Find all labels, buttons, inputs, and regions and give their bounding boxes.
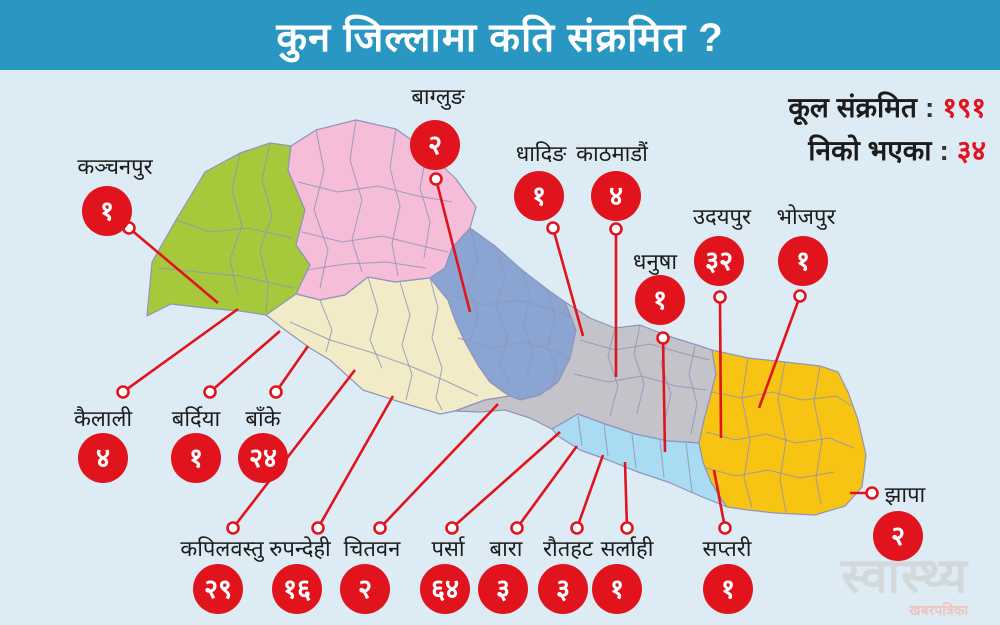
district-border xyxy=(319,299,333,353)
connector-dot-chitwan xyxy=(373,521,387,535)
district-border xyxy=(313,129,329,289)
district-border xyxy=(297,181,453,203)
district-border xyxy=(705,431,855,449)
title-bar: कुन जिल्लामा कति संक्रमित ? xyxy=(0,0,1000,70)
connector-line-kapilvastu xyxy=(231,369,357,529)
connector-line-rautahat xyxy=(575,454,605,529)
connector-line-baglung xyxy=(434,178,472,313)
logo-wordmark: स्वास्थ्य xyxy=(841,550,968,603)
connector-line-parsa xyxy=(451,431,561,529)
publisher-logo: स्वास्थ्य खबरपत्रिका xyxy=(841,550,968,618)
district-border xyxy=(301,231,449,253)
connector-line-udayapur xyxy=(718,296,723,439)
district-border xyxy=(685,442,693,493)
stat-label: निको भएका xyxy=(808,135,932,166)
district-border xyxy=(813,365,823,505)
district-border xyxy=(389,128,401,277)
stat-recovered: निको भएका:३४ xyxy=(788,129,986,172)
connector-line-chitwan xyxy=(379,403,499,529)
district-border xyxy=(573,373,707,391)
connector-dot-kanchanpur xyxy=(122,221,136,235)
district-border xyxy=(229,152,243,296)
connector-dot-udayapur xyxy=(713,290,727,304)
district-border xyxy=(467,227,479,341)
district-border xyxy=(494,245,511,387)
district-border xyxy=(607,327,619,417)
connector-line-dhading xyxy=(551,227,585,337)
district-border xyxy=(741,357,753,509)
connector-line-kanchanpur xyxy=(128,227,219,304)
stat-value: १९१ xyxy=(942,92,986,123)
connector-dot-kathmandu xyxy=(609,222,623,236)
district-border xyxy=(579,339,711,361)
connector-line-sarlahi xyxy=(623,461,629,529)
district-border xyxy=(603,424,609,457)
connector-dot-kapilvastu xyxy=(226,521,240,535)
stat-label: कूल संक्रमित xyxy=(788,92,917,123)
connector-line-rupandehi xyxy=(316,395,395,529)
connector-line-bhojpur xyxy=(757,295,802,409)
connector-dot-baglung xyxy=(429,172,443,186)
connector-dot-parsa xyxy=(445,521,459,535)
district-border xyxy=(305,261,427,271)
connector-line-banke xyxy=(274,345,310,393)
page-title: कुन जिल्लामा कति संक्रमित ? xyxy=(276,15,724,60)
summary-stats: कूल संक्रमित:१९१ निको भएका:३४ xyxy=(788,86,986,172)
region-farwest-green xyxy=(146,142,311,317)
district-border xyxy=(688,345,698,435)
district-border xyxy=(705,467,835,479)
district-border xyxy=(633,324,645,415)
district-border xyxy=(631,433,637,469)
connector-line-saptari xyxy=(712,469,727,529)
connector-dot-banke xyxy=(269,385,283,399)
connector-dot-rautahat xyxy=(570,521,584,535)
district-border xyxy=(289,321,479,397)
district-border xyxy=(429,277,443,411)
connector-dot-bhojpur xyxy=(793,289,807,303)
connector-line-bara xyxy=(515,445,579,529)
district-border xyxy=(399,281,413,401)
stat-value: ३४ xyxy=(956,135,986,166)
connector-line-bardiya xyxy=(209,330,281,393)
stat-total-infected: कूल संक्रमित:१९१ xyxy=(788,86,986,129)
district-border xyxy=(349,119,363,273)
district-border xyxy=(521,269,535,379)
connector-dot-sarlahi xyxy=(620,521,634,535)
district-border xyxy=(175,219,293,239)
district-border xyxy=(711,391,853,407)
connector-line-kailali xyxy=(122,307,239,394)
connector-dot-kailali xyxy=(116,385,130,399)
connector-dot-bardiya xyxy=(203,385,217,399)
logo-tagline: खबरपत्रिका xyxy=(909,602,968,618)
district-border xyxy=(547,289,558,391)
stat-separator: : xyxy=(939,135,949,166)
district-border xyxy=(577,415,583,447)
connector-dot-jhapa xyxy=(865,486,879,500)
connector-dot-dhading xyxy=(546,221,560,235)
connector-line-dhanusha xyxy=(661,337,667,453)
connector-dot-rupandehi xyxy=(311,521,325,535)
connector-dot-saptari xyxy=(718,521,732,535)
stat-separator: : xyxy=(924,92,935,123)
district-border xyxy=(659,439,665,479)
connector-dot-bara xyxy=(510,521,524,535)
connector-dot-dhanusha xyxy=(656,331,670,345)
district-border xyxy=(449,294,573,319)
district-border xyxy=(457,337,571,361)
